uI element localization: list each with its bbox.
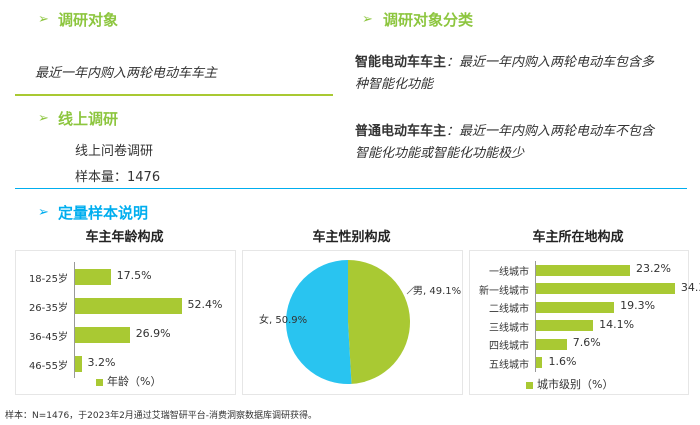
category-label: 26-35岁 [28, 302, 68, 314]
footnote: 样本：N=1476，于2023年2月通过艾瑞智研平台-消费洞察数据库调研获得。 [5, 411, 318, 421]
smart-owner-text: ：最近一年内购入两轮电动车包含多 [446, 55, 655, 70]
bar-value-label: 1.6% [548, 354, 577, 368]
bar-value-label: 26.9% [135, 326, 171, 340]
pie-slice-female [285, 260, 352, 384]
online-method-text: 线上问卷调研 [75, 144, 154, 159]
category-label: 二线城市 [489, 304, 529, 316]
bar [536, 320, 594, 332]
age-chart-panel [15, 250, 236, 395]
pie-label-male: 男, 49.1% [413, 286, 462, 297]
arrow-icon: ➢ [38, 111, 49, 126]
normal-owner-text-cont: 智能化功能或智能化功能极少 [355, 146, 525, 161]
age-legend-label: 年龄（%） [107, 375, 162, 388]
bar-value-label: 3.2% [87, 355, 116, 369]
bar [536, 357, 543, 369]
bar [536, 301, 615, 313]
quant-sample-title: 定量样本说明 [58, 204, 149, 222]
category-label: 46-55岁 [28, 360, 68, 372]
bar-value-label: 17.5% [116, 268, 152, 282]
city-chart-title: 车主所在地构成 [532, 230, 624, 245]
sample-size-text: 样本量：1476 [75, 170, 161, 185]
city-legend-label: 城市级别（%） [537, 378, 614, 391]
bar-value-label: 23.2% [635, 262, 671, 276]
smart-owner-text-cont: 种智能化功能 [355, 77, 434, 92]
bar [536, 338, 567, 350]
bar-value-label: 19.3% [620, 299, 656, 313]
normal-owner-text: ：最近一年内购入两轮电动车不包含 [446, 124, 655, 139]
bar [75, 326, 130, 343]
city-legend: 城市级别（%） [526, 376, 613, 392]
category-label: 五线城市 [489, 359, 529, 371]
bar [536, 283, 675, 295]
category-label: 一线城市 [489, 267, 529, 279]
bar [75, 355, 82, 372]
classification-title: 调研对象分类 [383, 11, 474, 29]
category-label: 三线城市 [489, 322, 529, 334]
category-label: 四线城市 [489, 341, 529, 353]
arrow-icon: ➢ [38, 12, 49, 27]
divider-line [15, 94, 333, 96]
bar-value-label: 34.3% [680, 280, 700, 294]
category-label: 36-45岁 [28, 331, 68, 343]
online-research-title: 线上调研 [58, 110, 119, 128]
smart-owner-description: 智能电动车车主：最近一年内购入两轮电动车包含多 种智能化功能 [355, 52, 685, 96]
gender-chart-title: 车主性别构成 [312, 230, 391, 245]
arrow-icon: ➢ [362, 12, 373, 27]
pie-slice-male [348, 260, 410, 384]
legend-swatch [96, 378, 103, 386]
research-subject-text: 最近一年内购入两轮电动车车主 [35, 66, 218, 81]
pie-leader-line [406, 286, 415, 295]
bar-value-label: 52.4% [187, 297, 223, 311]
age-legend: 年龄（%） [96, 373, 161, 389]
chart-axis [535, 261, 536, 372]
normal-owner-description: 普通电动车车主：最近一年内购入两轮电动车不包含 智能化功能或智能化功能极少 [355, 121, 685, 165]
smart-owner-label: 智能电动车车主 [355, 55, 447, 70]
bar-value-label: 7.6% [572, 336, 601, 350]
normal-owner-label: 普通电动车车主 [355, 124, 447, 139]
chart-axis [74, 262, 75, 378]
category-label: 18-25岁 [28, 273, 68, 285]
research-subject-title: 调研对象 [58, 11, 119, 29]
bar [75, 268, 111, 285]
age-chart-title: 车主年龄构成 [85, 230, 164, 245]
bar-value-label: 14.1% [599, 317, 635, 331]
category-label: 新一线城市 [479, 285, 529, 297]
arrow-icon: ➢ [38, 205, 49, 220]
gender-pie-chart [285, 260, 415, 384]
bar [75, 297, 182, 314]
pie-label-female: 女, 50.9% [259, 315, 308, 326]
bar [536, 264, 630, 276]
section-divider [15, 188, 687, 189]
legend-swatch [526, 381, 533, 389]
